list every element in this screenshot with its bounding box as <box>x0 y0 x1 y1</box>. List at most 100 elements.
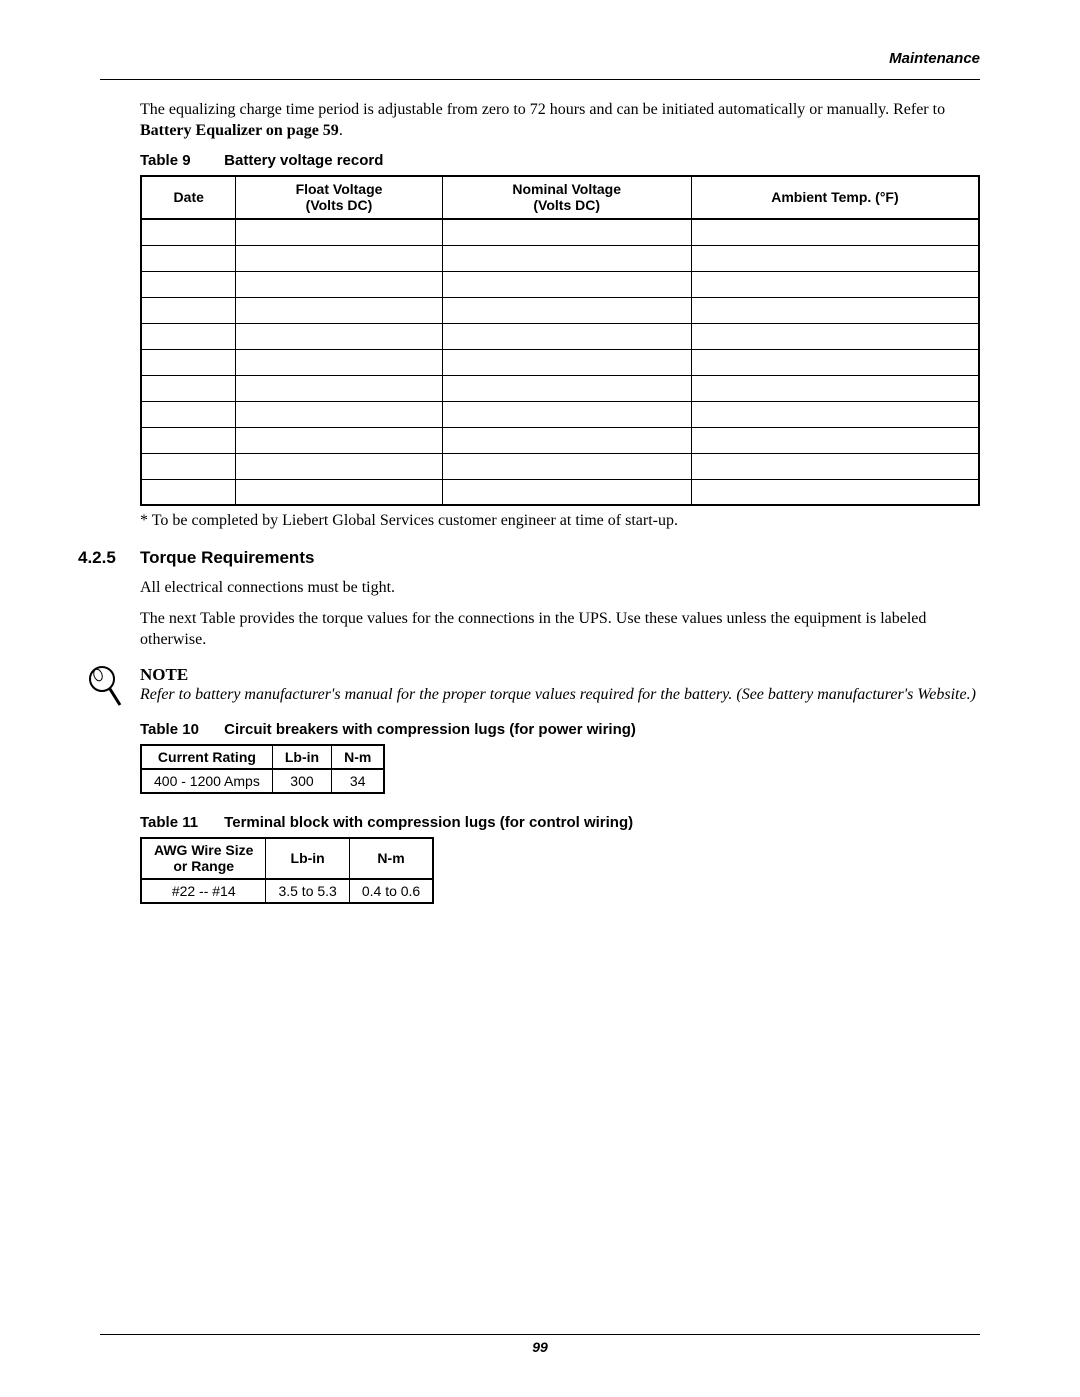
note-body: Refer to battery manufacturer's manual f… <box>140 685 980 705</box>
table11-cell-awg: #22 -- #14 <box>141 879 266 903</box>
table11-header-row: AWG Wire Size or Range Lb-in N-m <box>141 838 433 880</box>
table-row <box>141 323 979 349</box>
table9-col-nominal-l2: (Volts DC) <box>533 197 600 213</box>
table9-empty-cell <box>141 271 236 297</box>
table9-empty-cell <box>236 271 442 297</box>
table11-col-lbin: Lb-in <box>266 838 349 880</box>
table9-empty-cell <box>442 271 691 297</box>
table11-col-awg-l2: or Range <box>173 858 234 874</box>
note-label: NOTE <box>140 665 980 685</box>
table11: AWG Wire Size or Range Lb-in N-m #22 -- … <box>140 837 434 905</box>
table10-header-row: Current Rating Lb-in N-m <box>141 745 384 769</box>
table9-empty-cell <box>442 453 691 479</box>
table-row <box>141 427 979 453</box>
table-row <box>141 479 979 505</box>
table9-empty-cell <box>236 245 442 271</box>
page-number: 99 <box>532 1339 548 1355</box>
intro-ref: Battery Equalizer on page 59 <box>140 122 339 139</box>
table-row <box>141 219 979 245</box>
table9-empty-cell <box>236 323 442 349</box>
page-footer: 99 <box>100 1334 980 1357</box>
intro-paragraph: The equalizing charge time period is adj… <box>140 100 980 142</box>
table11-col-awg-l1: AWG Wire Size <box>154 842 253 858</box>
table9-col-float-l1: Float Voltage <box>296 181 383 197</box>
table9-empty-cell <box>442 375 691 401</box>
header-section-label: Maintenance <box>100 50 980 69</box>
table9-empty-cell <box>691 245 979 271</box>
table9-col-nominal-l1: Nominal Voltage <box>512 181 621 197</box>
table9: Date Float Voltage (Volts DC) Nominal Vo… <box>140 175 980 507</box>
section-number: 4.2.5 <box>78 548 140 568</box>
table9-empty-cell <box>236 453 442 479</box>
table9-empty-cell <box>442 245 691 271</box>
table-row <box>141 401 979 427</box>
table9-empty-cell <box>691 323 979 349</box>
table11-caption-title: Terminal block with compression lugs (fo… <box>224 814 633 831</box>
table9-empty-cell <box>141 323 236 349</box>
table9-empty-cell <box>442 427 691 453</box>
table11-cell-nm: 0.4 to 0.6 <box>349 879 433 903</box>
table9-empty-cell <box>442 297 691 323</box>
table9-empty-cell <box>236 375 442 401</box>
table9-empty-cell <box>141 427 236 453</box>
table11-caption-num: Table 11 <box>140 814 220 831</box>
table9-empty-cell <box>141 479 236 505</box>
table9-empty-cell <box>691 401 979 427</box>
table9-caption: Table 9 Battery voltage record <box>140 152 980 169</box>
table-row <box>141 245 979 271</box>
table9-empty-cell <box>691 349 979 375</box>
table9-footnote: * To be completed by Liebert Global Serv… <box>140 512 980 530</box>
table9-empty-cell <box>442 479 691 505</box>
table9-empty-cell <box>141 401 236 427</box>
table9-col-float-l2: (Volts DC) <box>306 197 373 213</box>
table9-empty-cell <box>691 219 979 245</box>
table10-col-lbin: Lb-in <box>272 745 331 769</box>
table9-empty-cell <box>236 427 442 453</box>
table9-col-nominal: Nominal Voltage (Volts DC) <box>442 176 691 220</box>
section-p1: All electrical connections must be tight… <box>140 578 980 599</box>
table9-empty-cell <box>141 453 236 479</box>
table10-caption-title: Circuit breakers with compression lugs (… <box>224 721 636 738</box>
table9-empty-cell <box>442 219 691 245</box>
table9-empty-cell <box>236 401 442 427</box>
table10-cell-rating: 400 - 1200 Amps <box>141 769 272 793</box>
table10-cell-lbin: 300 <box>272 769 331 793</box>
table11-caption: Table 11 Terminal block with compression… <box>140 814 980 831</box>
table9-col-date: Date <box>141 176 236 220</box>
table9-empty-cell <box>141 349 236 375</box>
table9-empty-cell <box>141 297 236 323</box>
table9-empty-cell <box>691 453 979 479</box>
section-p2: The next Table provides the torque value… <box>140 609 980 651</box>
magnifier-icon <box>78 665 140 709</box>
table9-empty-cell <box>691 479 979 505</box>
table9-col-ambient: Ambient Temp. (°F) <box>691 176 979 220</box>
table-row <box>141 271 979 297</box>
table9-empty-cell <box>442 349 691 375</box>
table10-col-nm: N-m <box>332 745 385 769</box>
header-rule <box>100 79 980 80</box>
table9-empty-cell <box>236 297 442 323</box>
table-row <box>141 349 979 375</box>
table10-col-rating: Current Rating <box>141 745 272 769</box>
table9-empty-cell <box>141 245 236 271</box>
table9-empty-cell <box>442 401 691 427</box>
table9-caption-title: Battery voltage record <box>224 152 383 169</box>
table-row <box>141 375 979 401</box>
table-row: 400 - 1200 Amps 300 34 <box>141 769 384 793</box>
table9-caption-num: Table 9 <box>140 152 220 169</box>
table10: Current Rating Lb-in N-m 400 - 1200 Amps… <box>140 744 385 794</box>
table10-caption: Table 10 Circuit breakers with compressi… <box>140 721 980 738</box>
table-row <box>141 453 979 479</box>
table9-empty-cell <box>691 271 979 297</box>
table-row <box>141 297 979 323</box>
section-title: Torque Requirements <box>140 548 314 568</box>
intro-text-a: The equalizing charge time period is adj… <box>140 101 945 118</box>
table9-col-float: Float Voltage (Volts DC) <box>236 176 442 220</box>
table9-empty-cell <box>236 349 442 375</box>
table9-empty-cell <box>141 375 236 401</box>
table-row: #22 -- #14 3.5 to 5.3 0.4 to 0.6 <box>141 879 433 903</box>
table9-empty-cell <box>442 323 691 349</box>
table10-caption-num: Table 10 <box>140 721 220 738</box>
table10-cell-nm: 34 <box>332 769 385 793</box>
table11-col-nm: N-m <box>349 838 433 880</box>
